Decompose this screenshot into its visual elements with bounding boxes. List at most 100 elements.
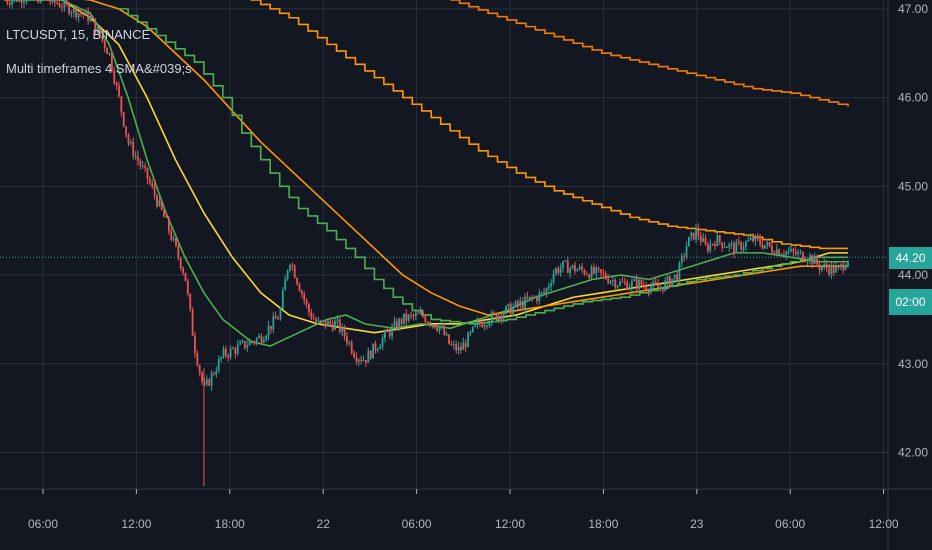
candle-body [189,293,192,310]
candle-body [343,326,346,337]
candle-body [452,344,455,346]
time-tick-label: 06:00 [402,517,432,531]
candle-body [20,0,23,3]
candle-body [115,82,118,86]
candle-body [267,325,270,336]
candle-body [39,0,42,3]
candle-body [137,155,139,161]
candle-body [236,344,239,354]
candle-body [450,344,453,346]
candle-body [474,324,477,327]
candle-body [99,27,101,37]
candle-body [379,346,382,349]
candle-body [830,265,833,275]
candle-body [134,155,137,157]
candle-body [184,272,187,281]
candle-body [718,235,721,243]
candle-body [156,195,158,207]
candle-body [441,326,443,328]
candle-body [697,227,700,237]
candle-body [547,286,550,289]
last-price-tag: 44.20 [889,247,932,269]
candle-body [559,268,562,273]
candle-body [265,335,268,340]
candle-body [462,342,465,350]
candle-body [127,134,130,144]
candle-body [621,281,624,283]
candle-body [574,265,576,272]
candle-body [650,286,652,292]
candle-body [488,323,491,327]
candle-body [583,269,586,275]
price-tick-label: 44.00 [898,268,928,282]
candle-body [820,266,823,270]
candle-body [262,339,265,343]
indicator-legend[interactable]: Multi timeframes 4 SMA&#039;s [6,61,192,76]
candle-body [315,318,317,322]
candle-body [460,346,462,350]
candle-body [652,281,655,287]
candle-body [685,246,688,257]
candle-body [661,287,664,291]
candle-body [595,267,598,274]
candle-body [721,242,724,248]
candle-body [61,7,63,9]
candle-body [167,217,170,232]
candle-body [657,283,659,289]
candle-body [186,280,189,294]
candle-body [528,296,531,299]
candle-body [569,268,572,274]
candle-body [752,237,754,242]
candle-body [132,142,135,157]
candle-body [555,268,557,274]
time-tick-label: 06:00 [28,517,58,531]
candle-body [436,328,439,331]
candle-body [384,330,386,338]
symbol-legend[interactable]: LTCUSDT, 15, BINANCE [6,27,151,42]
candle-body [68,3,71,14]
candle-body [581,266,583,270]
candle-body [331,323,334,330]
candle-body [609,281,612,284]
candle-body [89,16,92,22]
candle-body [507,304,510,307]
candle-body [787,251,790,253]
time-axis[interactable]: 06:00 12:00 18:00 22 06:00 12:00 18:00 23 06:00 1… [28,489,899,531]
candle-body [531,296,534,298]
candle-body [773,252,776,255]
candle-body [832,265,835,273]
candle-body [198,365,201,373]
candle-body [258,335,260,339]
candle-body [578,266,581,270]
candle-body [476,321,479,325]
candle-body [797,252,800,255]
candle-body [203,382,206,385]
candle-body [72,7,75,13]
candle-body [642,284,645,286]
candle-body [600,269,602,273]
candle-body [445,334,448,336]
candle-body [341,326,344,332]
candle-body [448,334,450,345]
candle-body [63,0,66,8]
candle-body [552,273,555,284]
candle-body [433,324,436,329]
candle-body [405,313,408,321]
candle-body [281,290,284,309]
candle-body [771,246,773,253]
candle-body [51,0,54,2]
candle-body [84,10,87,15]
candle-body [780,254,783,256]
bar-countdown-tag: 02:00 [889,289,932,315]
candle-body [365,359,367,363]
price-axis[interactable]: 42.00 43.00 44.00 45.00 46.00 47.00 [898,2,928,460]
candle-body [695,227,697,240]
candle-body [790,248,792,252]
time-tick-label: 06:00 [775,517,805,531]
candle-body [400,319,403,324]
candle-body [671,278,674,286]
candle-body [172,238,175,240]
time-tick-label: 12:00 [121,517,151,531]
candle-body [806,261,809,263]
